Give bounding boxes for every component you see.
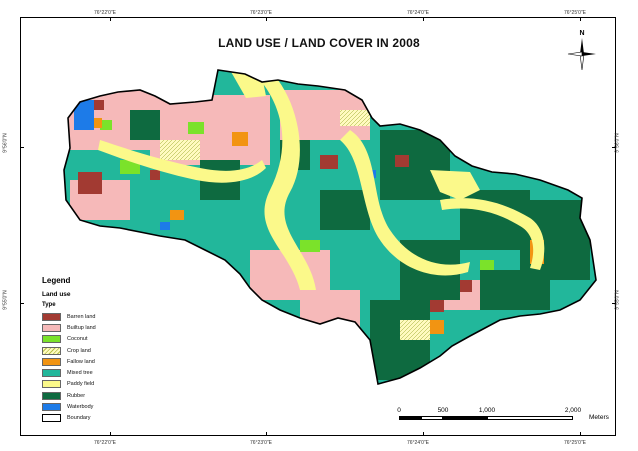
compass-icon (567, 38, 596, 71)
tick-right-2 (612, 303, 616, 304)
scale-segment-4 (487, 416, 573, 420)
legend-item: Crop land (42, 345, 162, 356)
legend-item: Rubber (42, 390, 162, 401)
legend-swatch (42, 335, 61, 344)
legend-item-label: Rubber (67, 392, 86, 399)
legend-item-label: Paddy field (67, 381, 95, 388)
graticule-bottom-3: 76°24'0"E (407, 440, 429, 446)
graticule-top-3: 76°24'0"E (407, 10, 429, 16)
legend-item-label: Builtup land (67, 324, 96, 331)
legend-title: Legend (42, 276, 71, 285)
scale-label-1000: 1,000 (478, 407, 496, 414)
tick-bottom-3 (423, 432, 424, 436)
graticule-bottom-2: 76°23'0"E (250, 440, 272, 446)
legend: Legend Land use Type Barren land Builtup … (42, 276, 162, 424)
legend-item: Fallow land (42, 356, 162, 367)
legend-item-label: Mixed tree (67, 370, 93, 377)
scale-bar: 0 500 1,000 2,000 Meters (397, 407, 609, 427)
scale-segment-3 (443, 416, 487, 420)
legend-item: Barren land (42, 311, 162, 322)
legend-item: Mixed tree (42, 367, 162, 378)
tick-left-2 (20, 303, 24, 304)
tick-top-3 (423, 17, 424, 21)
legend-swatch (42, 414, 61, 423)
map-title: LAND USE / LAND COVER IN 2008 (218, 36, 420, 50)
graticule-bottom-4: 76°25'0"E (564, 440, 586, 446)
graticule-top-2: 76°23'0"E (250, 10, 272, 16)
legend-swatch (42, 391, 61, 400)
tick-top-2 (266, 17, 267, 21)
tick-right-1 (612, 147, 616, 148)
graticule-bottom-1: 76°22'0"E (94, 440, 116, 446)
legend-type-label: Type (42, 302, 56, 308)
legend-swatch (42, 403, 61, 412)
tick-top-1 (110, 17, 111, 21)
legend-item-label: Fallow land (67, 358, 95, 365)
legend-item: Waterbody (42, 401, 162, 412)
legend-item: Coconut (42, 334, 162, 345)
graticule-top-1: 76°22'0"E (94, 10, 116, 16)
legend-swatch (42, 380, 61, 389)
legend-item-label: Barren land (67, 313, 96, 320)
legend-swatch (42, 357, 61, 366)
legend-swatch (42, 346, 61, 355)
tick-bottom-1 (110, 432, 111, 436)
legend-item-label: Crop land (67, 347, 91, 354)
legend-item: Paddy field (42, 379, 162, 390)
scale-label-500: 500 (437, 407, 449, 414)
study-area-boundary (63, 69, 597, 386)
tick-bottom-4 (580, 432, 581, 436)
scale-label-0: 0 (397, 407, 401, 414)
legend-swatch (42, 369, 61, 378)
legend-item: Boundary (42, 413, 162, 424)
north-label: N (579, 30, 585, 37)
tick-top-4 (580, 17, 581, 21)
tick-bottom-2 (266, 432, 267, 436)
legend-subtitle: Land use (42, 291, 71, 298)
legend-swatch (42, 323, 61, 332)
scale-segment-2 (421, 416, 443, 420)
legend-item-label: Coconut (67, 336, 88, 343)
scale-unit: Meters (589, 414, 609, 421)
legend-swatch (42, 312, 61, 321)
legend-item-label: Boundary (67, 415, 91, 422)
tick-left-1 (20, 147, 24, 148)
north-arrow: N (566, 30, 598, 72)
graticule-top-4: 76°25'0"E (564, 10, 586, 16)
legend-item: Builtup land (42, 322, 162, 333)
legend-item-label: Waterbody (67, 404, 94, 411)
scale-label-2000: 2,000 (564, 407, 582, 414)
scale-segment-1 (399, 416, 421, 420)
